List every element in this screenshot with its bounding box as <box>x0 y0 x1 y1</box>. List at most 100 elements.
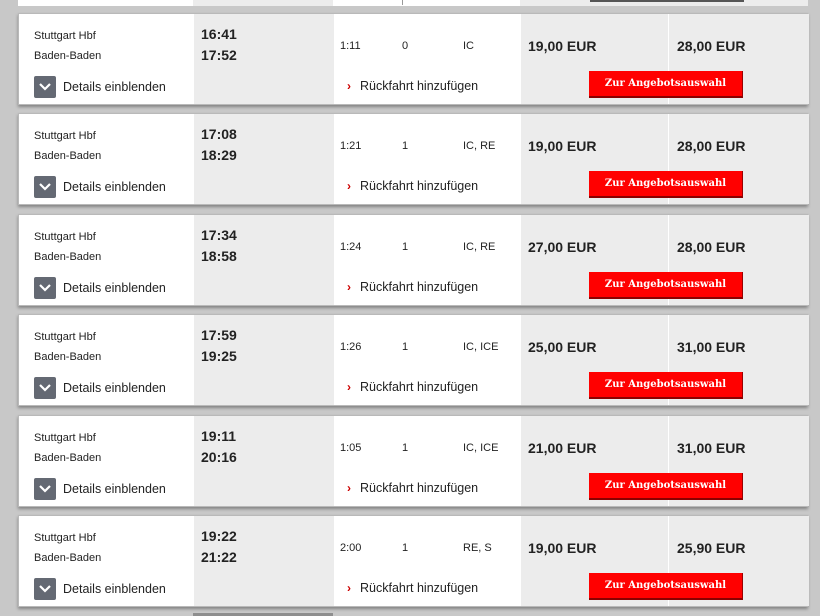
offer-selection-button[interactable]: Zur Angebotsauswahl <box>589 171 743 198</box>
chevron-down-icon[interactable] <box>34 76 56 98</box>
connection-row: Stuttgart Hbf Baden-Baden Details einble… <box>18 214 809 306</box>
price-flex-fare: 28,00 EUR <box>677 239 746 255</box>
price-saver-fare: 25,00 EUR <box>528 339 597 355</box>
connection-row: Stuttgart Hbf Baden-Baden Details einble… <box>18 314 809 406</box>
add-return-trip-label[interactable]: Rückfahrt hinzufügen <box>360 79 479 93</box>
changes-count: 1 <box>402 140 409 152</box>
duration: 1:26 <box>340 341 362 353</box>
details-label[interactable]: Details einblenden <box>63 281 166 295</box>
add-return-trip-label[interactable]: Rückfahrt hinzufügen <box>360 481 479 495</box>
products: IC, ICE <box>463 341 499 353</box>
price-saver-fare: 19,00 EUR <box>528 138 597 154</box>
arrival-time: 18:29 <box>201 147 237 163</box>
departure-station: Stuttgart Hbf <box>34 231 96 243</box>
chevron-down-icon[interactable] <box>34 176 56 198</box>
chevron-right-icon[interactable]: › <box>347 481 351 495</box>
changes-count: 1 <box>402 241 409 253</box>
arrival-time: 19:25 <box>201 348 237 364</box>
chevron-right-icon[interactable]: › <box>347 380 351 394</box>
add-return-trip-link[interactable]: › Rückfahrt hinzufügen <box>347 380 478 394</box>
duration: 1:11 <box>340 40 361 52</box>
details-label[interactable]: Details einblenden <box>63 80 166 94</box>
departure-time: 19:22 <box>201 528 237 544</box>
chevron-right-icon[interactable]: › <box>347 581 351 595</box>
departure-time: 16:41 <box>201 26 237 42</box>
price-flex-fare: 28,00 EUR <box>677 38 746 54</box>
chevron-down-icon[interactable] <box>34 277 56 299</box>
add-return-trip-label[interactable]: Rückfahrt hinzufügen <box>360 280 479 294</box>
details-toggle[interactable]: Details einblenden <box>34 377 166 399</box>
arrival-time: 20:16 <box>201 449 237 465</box>
add-return-trip-link[interactable]: › Rückfahrt hinzufügen <box>347 581 478 595</box>
details-toggle[interactable]: Details einblenden <box>34 578 166 600</box>
offer-selection-button[interactable]: Zur Angebotsauswahl <box>589 473 743 500</box>
price-saver-fare: 19,00 EUR <box>528 540 597 556</box>
chevron-right-icon[interactable]: › <box>347 79 351 93</box>
add-return-trip-label[interactable]: Rückfahrt hinzufügen <box>360 581 479 595</box>
details-toggle[interactable]: Details einblenden <box>34 277 166 299</box>
products: IC, ICE <box>463 442 499 454</box>
add-return-trip-link[interactable]: › Rückfahrt hinzufügen <box>347 481 478 495</box>
departure-station: Stuttgart Hbf <box>34 30 96 42</box>
changes-count: 1 <box>402 341 409 353</box>
duration: 2:00 <box>340 542 362 554</box>
chevron-right-icon[interactable]: › <box>347 280 351 294</box>
offer-selection-button[interactable]: Zur Angebotsauswahl <box>589 71 743 98</box>
products: IC, RE <box>463 241 496 253</box>
add-return-trip-label[interactable]: Rückfahrt hinzufügen <box>360 380 479 394</box>
details-label[interactable]: Details einblenden <box>63 180 166 194</box>
offer-selection-button[interactable]: Zur Angebotsauswahl <box>589 372 743 399</box>
departure-station: Stuttgart Hbf <box>34 532 96 544</box>
changes-count: 1 <box>402 442 409 454</box>
duration: 1:21 <box>340 140 362 152</box>
price-flex-fare: 31,00 EUR <box>677 440 746 456</box>
products: RE, S <box>463 542 492 554</box>
products: IC, RE <box>463 140 496 152</box>
arrival-time: 17:52 <box>201 47 237 63</box>
arrival-time: 18:58 <box>201 248 237 264</box>
details-toggle[interactable]: Details einblenden <box>34 176 166 198</box>
connection-row: Stuttgart Hbf Baden-Baden Details einble… <box>18 13 809 105</box>
changes-count: 0 <box>402 40 409 52</box>
price-saver-fare: 21,00 EUR <box>528 440 597 456</box>
changes-count: 1 <box>402 542 409 554</box>
arrival-station: Baden-Baden <box>34 452 102 464</box>
departure-station: Stuttgart Hbf <box>34 331 96 343</box>
departure-time: 17:08 <box>201 126 237 142</box>
departure-time: 17:34 <box>201 227 237 243</box>
departure-time: 17:59 <box>201 327 237 343</box>
previous-row-edge <box>18 0 808 8</box>
connection-row: Stuttgart Hbf Baden-Baden Details einble… <box>18 113 809 205</box>
chevron-right-icon[interactable]: › <box>347 179 351 193</box>
add-return-trip-label[interactable]: Rückfahrt hinzufügen <box>360 179 479 193</box>
arrival-station: Baden-Baden <box>34 351 102 363</box>
price-saver-fare: 27,00 EUR <box>528 239 597 255</box>
details-label[interactable]: Details einblenden <box>63 482 166 496</box>
arrival-station: Baden-Baden <box>34 150 102 162</box>
departure-station: Stuttgart Hbf <box>34 432 96 444</box>
connection-row: Stuttgart Hbf Baden-Baden Details einble… <box>18 415 809 507</box>
departure-station: Stuttgart Hbf <box>34 130 96 142</box>
price-saver-fare: 19,00 EUR <box>528 38 597 54</box>
add-return-trip-link[interactable]: › Rückfahrt hinzufügen <box>347 79 478 93</box>
details-toggle[interactable]: Details einblenden <box>34 478 166 500</box>
next-row-edge <box>193 613 333 616</box>
add-return-trip-link[interactable]: › Rückfahrt hinzufügen <box>347 280 478 294</box>
offer-selection-button[interactable]: Zur Angebotsauswahl <box>589 573 743 600</box>
duration: 1:05 <box>340 442 362 454</box>
chevron-down-icon[interactable] <box>34 578 56 600</box>
arrival-station: Baden-Baden <box>34 251 102 263</box>
price-flex-fare: 25,90 EUR <box>677 540 746 556</box>
details-toggle[interactable]: Details einblenden <box>34 76 166 98</box>
details-label[interactable]: Details einblenden <box>63 381 166 395</box>
arrival-time: 21:22 <box>201 549 237 565</box>
add-return-trip-link[interactable]: › Rückfahrt hinzufügen <box>347 179 478 193</box>
duration: 1:24 <box>340 241 362 253</box>
arrival-station: Baden-Baden <box>34 50 102 62</box>
chevron-down-icon[interactable] <box>34 377 56 399</box>
connection-row: Stuttgart Hbf Baden-Baden Details einble… <box>18 515 809 607</box>
products: IC <box>463 40 474 52</box>
offer-selection-button[interactable]: Zur Angebotsauswahl <box>589 272 743 299</box>
chevron-down-icon[interactable] <box>34 478 56 500</box>
details-label[interactable]: Details einblenden <box>63 582 166 596</box>
